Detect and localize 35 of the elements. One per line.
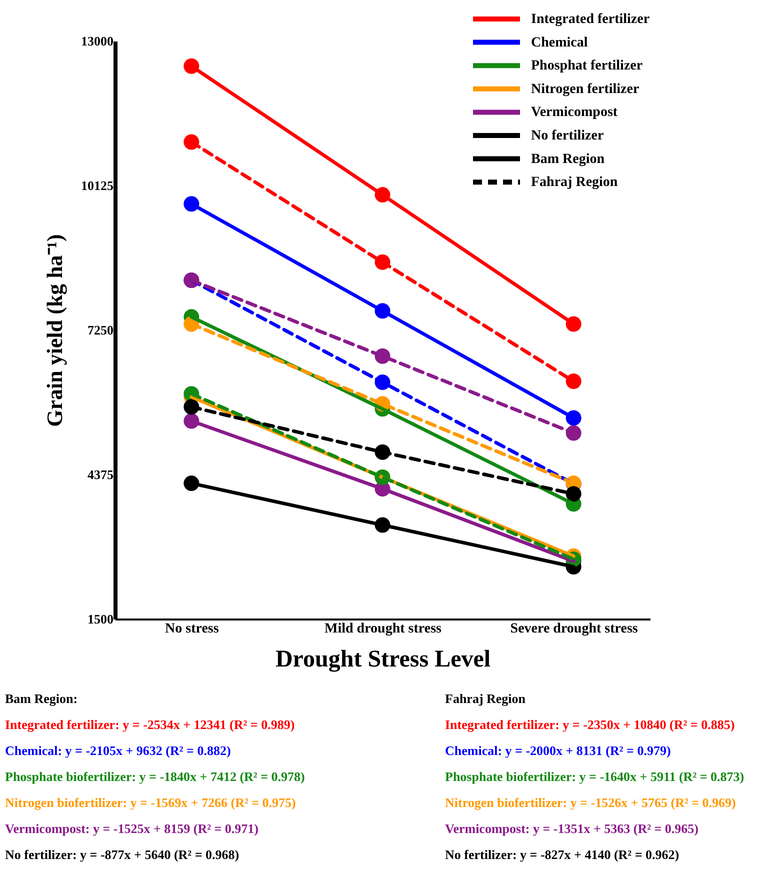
point: [184, 58, 200, 74]
text: Phosphate biofertilizer: y = -1840x + 7412 (R² = 0.978): [5, 769, 305, 784]
x-tick-label: Mild drought stress: [324, 622, 442, 636]
text: Integrated fertilizer: y = -2350x + 10840 (R² = 0.885): [445, 717, 735, 732]
text: Fahraj Region: [445, 691, 526, 706]
text: No fertilizer: y = -827x + 4140 (R² = 0.962): [445, 847, 680, 862]
legend-label: Nitrogen fertilizer: [531, 82, 640, 97]
text: Chemical: y = -2105x + 9632 (R² = 0.882): [5, 743, 231, 758]
y-tick-label: 4375: [88, 467, 114, 482]
y-tick-label: 13000: [81, 34, 114, 48]
x-tick-label: Severe drought stress: [510, 622, 638, 636]
legend-label: Vermicompost: [531, 105, 618, 120]
y-tick-label: 10125: [81, 178, 114, 193]
y-tick-label: 1500: [88, 612, 114, 626]
text: Vermicompost: y = -1525x + 8159 (R² = 0.971): [5, 821, 258, 836]
x-tick-label: No stress: [165, 622, 220, 636]
legend-label: Bam Region: [531, 152, 605, 167]
text: Nitrogen biofertilizer: y = -1569x + 7266 (R² = 0.975): [5, 795, 296, 810]
x-axis-title: Drought Stress Level: [275, 646, 491, 672]
text: Chemical: y = -2000x + 8131 (R² = 0.979): [445, 743, 671, 758]
legend-label: Fahraj Region: [531, 175, 618, 190]
point: [566, 316, 582, 332]
point: [374, 187, 390, 203]
legend-label: No fertilizer: [531, 128, 604, 144]
legend-label: Integrated fertilizer: [531, 12, 650, 27]
y-axis-title: Grain yield (kg ha⁻¹): [42, 234, 67, 427]
text: Integrated fertilizer: y = -2534x + 12341 (R² = 0.989): [5, 717, 295, 732]
text: Vermicompost: y = -1351x + 5363 (R² = 0.965): [445, 821, 698, 836]
y-tick-label: 7250: [88, 322, 114, 338]
legend-label: Chemical: [531, 35, 588, 50]
text: Nitrogen biofertilizer: y = -1526x + 5765 (R² = 0.969): [445, 795, 736, 810]
text: Bam Region:: [5, 691, 78, 706]
legend-label: Phosphat fertilizer: [531, 58, 643, 74]
text: No fertilizer: y = -877x + 5640 (R² = 0.968): [5, 847, 240, 862]
text: Phosphate biofertilizer: y = -1640x + 5911 (R² = 0.873): [445, 769, 744, 784]
